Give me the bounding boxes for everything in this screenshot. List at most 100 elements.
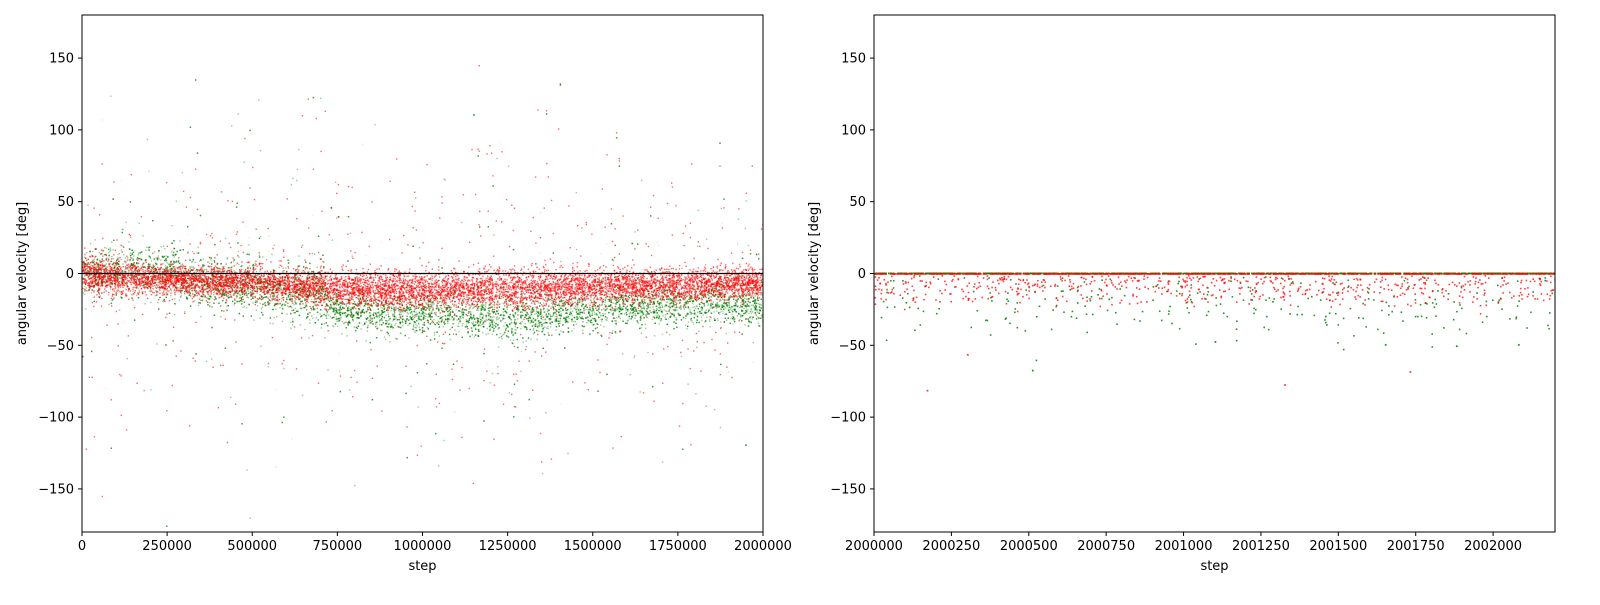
scatter-point [281,305,283,307]
scatter-point [220,292,223,295]
scatter-point [683,308,685,310]
scatter-point [366,308,369,310]
scatter-point [412,315,414,317]
scatter-point [507,165,510,167]
scatter-point [503,325,505,327]
scatter-point [721,294,724,296]
scatter-point [702,314,704,316]
scatter-point [523,309,525,311]
scatter-point [388,334,391,337]
scatter-point [337,310,339,312]
scatter-point [502,334,504,336]
scatter-point [712,301,714,303]
scatter-point [530,312,532,314]
scatter-point [398,311,401,313]
scatter-point [357,311,359,313]
scatter-point [572,310,574,312]
scatter-point [428,315,430,317]
scatter-point [259,269,262,271]
scatter-point [583,306,586,308]
scatter-point [658,305,661,307]
scatter-point [203,269,205,271]
scatter-point [528,305,530,307]
scatter-point [180,292,183,295]
scatter-point [281,305,283,307]
scatter-point [336,320,338,322]
scatter-point [571,301,573,303]
scatter-point [689,311,692,313]
scatter-point [166,273,169,275]
scatter-point [599,305,601,307]
scatter-point [756,310,758,312]
scatter-point [244,294,246,296]
scatter-point [304,287,306,289]
scatter-point [523,305,525,308]
scatter-point [658,323,660,325]
scatter-point [443,439,445,442]
scatter-point [736,300,738,302]
scatter-point [99,295,101,297]
scatter-point [520,311,523,313]
scatter-point [326,293,329,296]
scatter-point [301,244,304,246]
scatter-point [326,240,328,243]
scatter-point [162,245,165,247]
scatter-point [486,327,489,330]
scatter-point [667,297,669,300]
scatter-point [537,307,539,309]
scatter-point [130,254,132,256]
scatter-point [138,289,140,291]
scatter-point [376,322,378,324]
scatter-point [267,302,269,304]
scatter-point [719,298,721,301]
scatter-point [554,315,556,318]
scatter-point [161,268,164,270]
scatter-point [423,306,425,308]
scatter-point [606,307,609,309]
scatter-point [451,323,454,325]
scatter-point [394,312,396,314]
scatter-point [418,247,421,249]
scatter-point [385,314,387,316]
scatter-point [687,306,689,308]
scatter-point [245,307,248,309]
scatter-point [588,279,591,281]
scatter-point [86,267,89,269]
scatter-point [241,300,243,302]
scatter-point [700,299,703,301]
scatter-point [439,318,441,320]
scatter-point [616,309,619,311]
scatter-point [744,301,747,303]
scatter-point [630,326,633,328]
scatter-point [400,311,402,313]
scatter-point [295,295,297,297]
scatter-point [291,324,294,326]
scatter-point [484,307,486,309]
scatter-point [530,309,532,312]
scatter-point [485,316,487,318]
scatter-point [437,307,439,309]
scatter-point [348,314,351,316]
scatter-point [549,326,552,328]
scatter-point [427,316,429,318]
scatter-point [252,302,254,304]
scatter-point [613,297,615,299]
scatter-point [687,321,690,323]
scatter-point [479,316,481,318]
scatter-point [427,308,430,311]
scatter-point [590,301,592,303]
scatter-point [736,315,738,317]
scatter-point [222,274,224,276]
scatter-point [581,306,583,309]
scatter-point [761,294,763,296]
scatter-point [664,314,667,316]
scatter-point [577,310,580,312]
scatter-point [265,296,268,298]
scatter-point [735,295,738,297]
scatter-point [737,218,740,220]
scatter-point [489,322,491,325]
scatter-point [99,260,101,262]
scatter-point [413,325,415,327]
scatter-point [180,264,182,267]
scatter-point [353,307,356,309]
